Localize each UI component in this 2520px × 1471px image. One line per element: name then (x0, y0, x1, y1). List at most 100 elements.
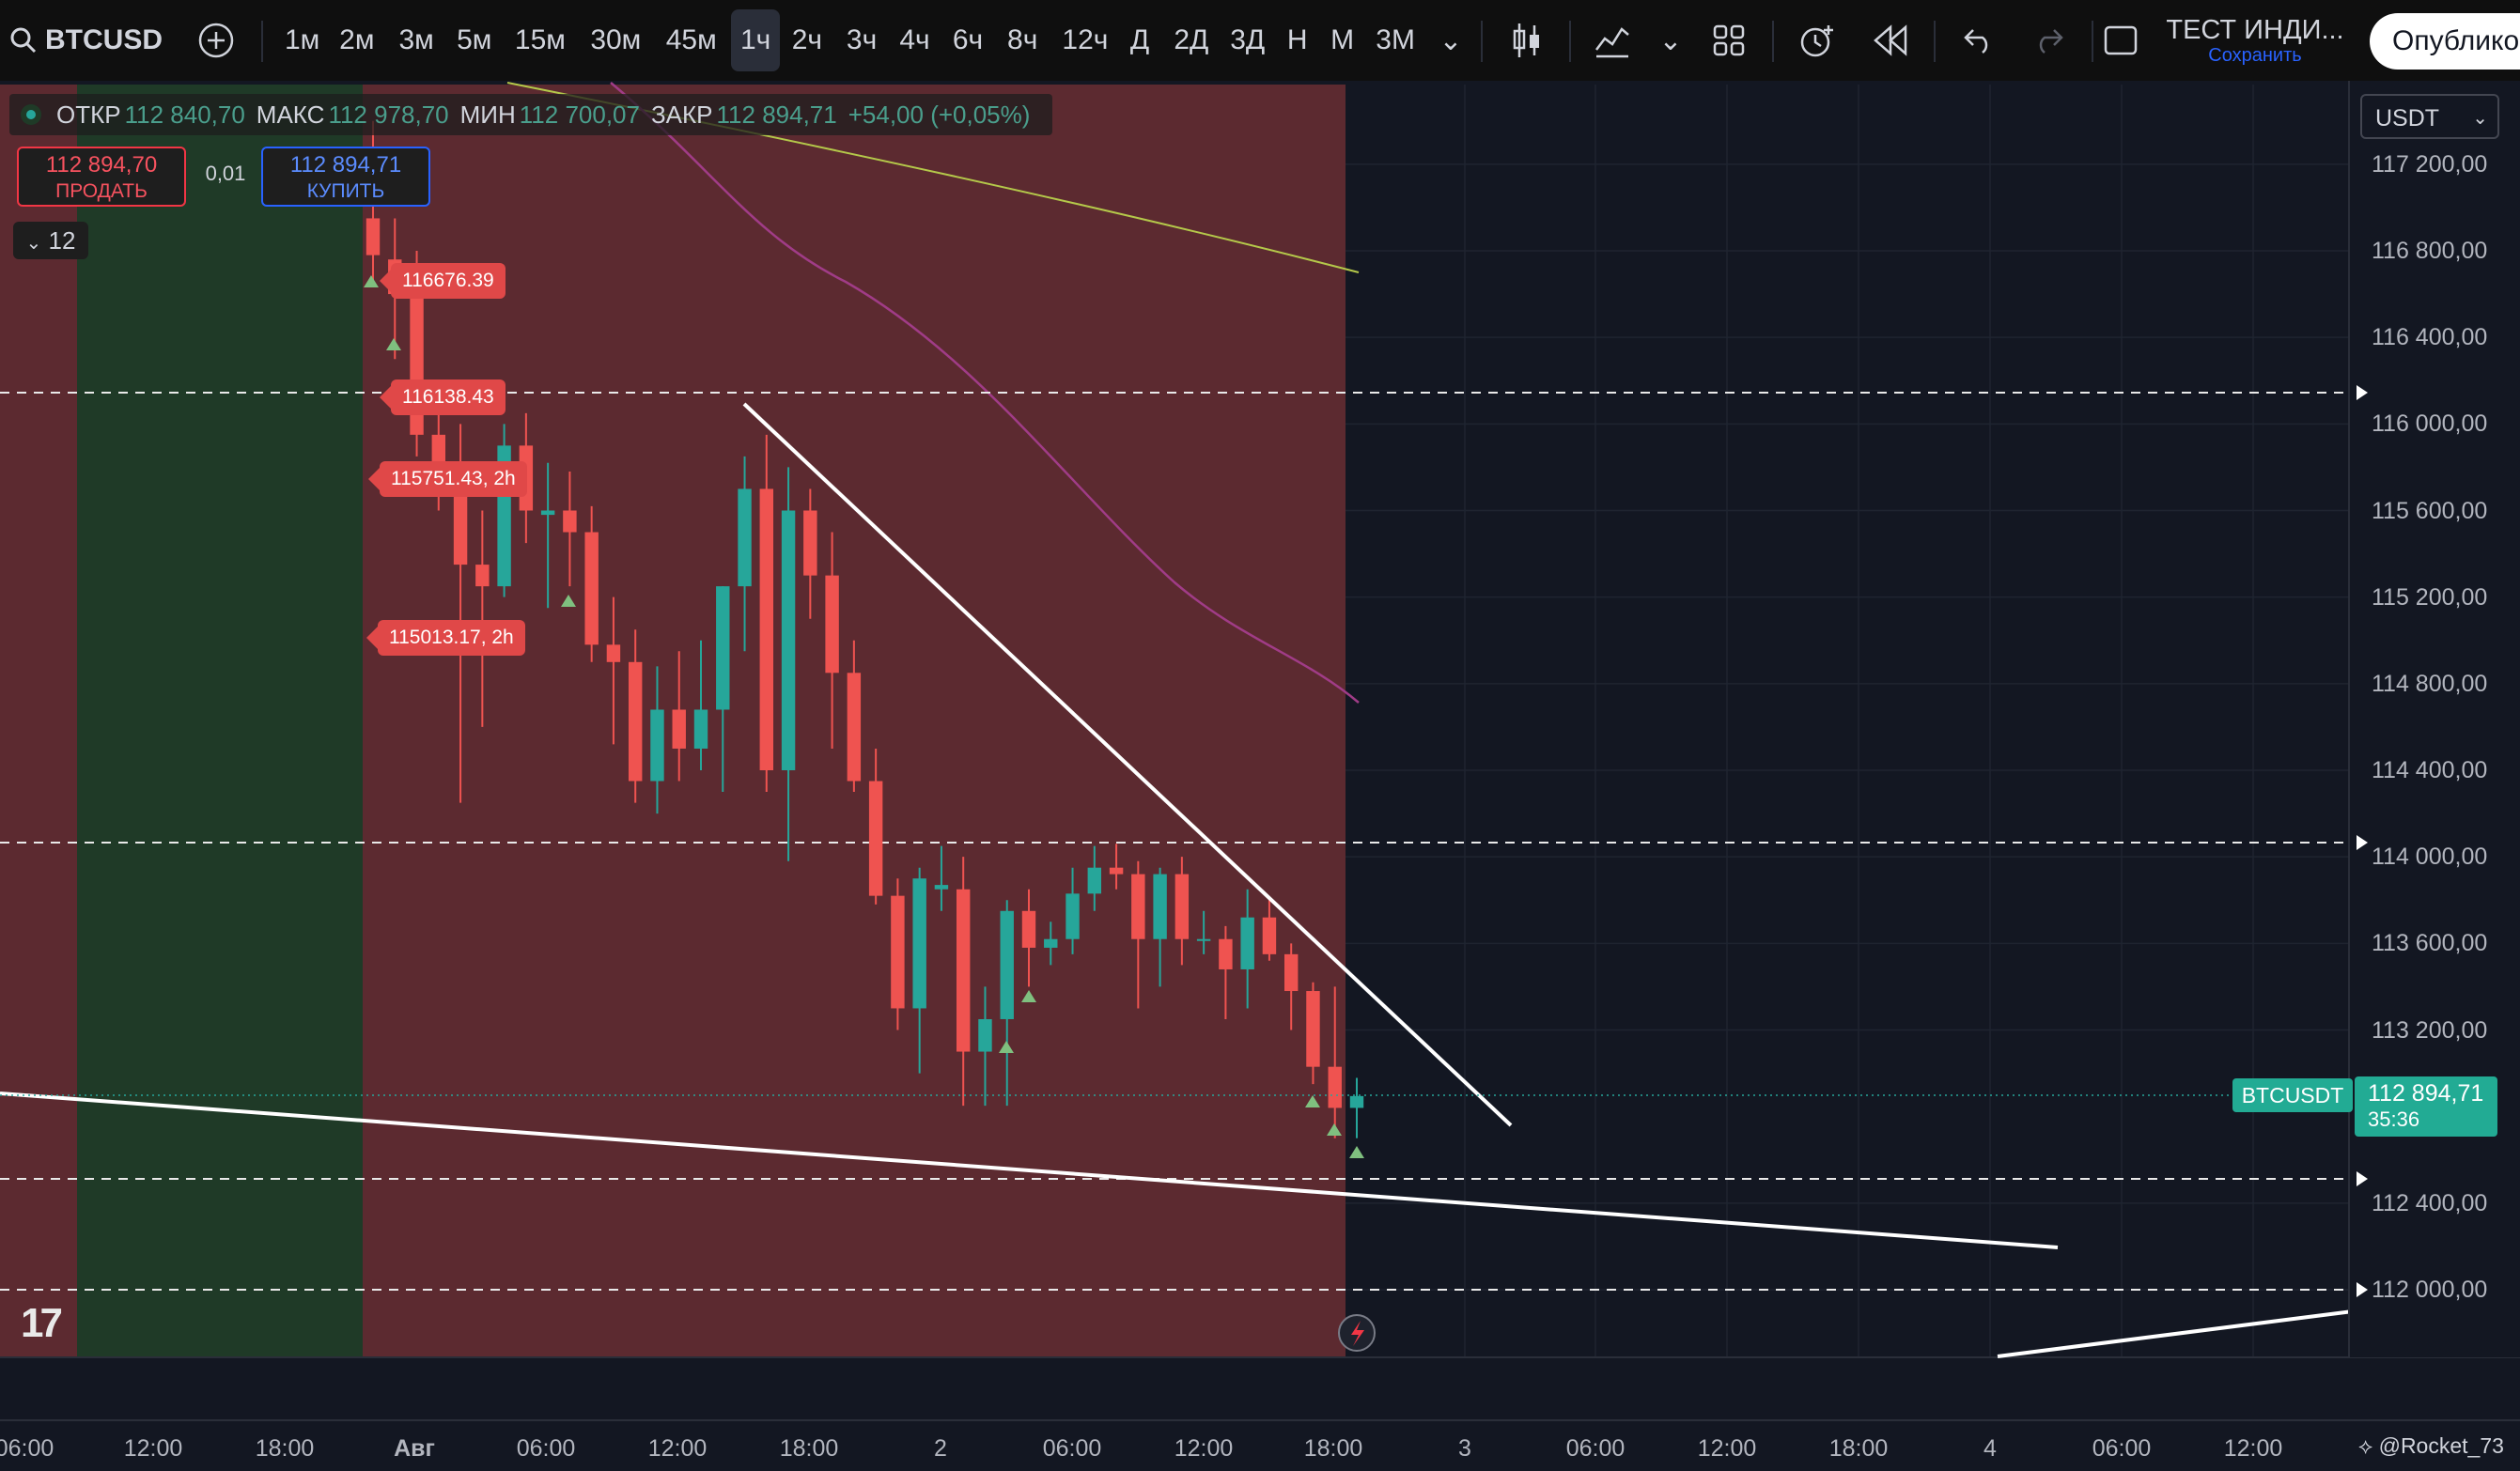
add-symbol-button[interactable] (190, 0, 242, 81)
undo-button[interactable] (1952, 0, 2005, 81)
price-scale[interactable] (2349, 81, 2520, 1357)
alert-button[interactable] (1791, 0, 1843, 81)
candle-27 (956, 857, 971, 1107)
interval-19[interactable]: 3М (1376, 24, 1415, 55)
status-dot-icon[interactable] (21, 104, 41, 125)
chart-canvas[interactable] (0, 81, 2520, 1471)
price-tag[interactable]: 115013.17, 2h (366, 620, 525, 656)
price-tick-label: 112 000,00 (2372, 1277, 2488, 1303)
indicators-collapse-button[interactable]: ⌄ 12 (13, 222, 88, 259)
trendline-support[interactable] (0, 1092, 2059, 1249)
candle-11 (606, 596, 621, 745)
layout-button[interactable] (1703, 0, 1755, 81)
lightning-icon[interactable] (1338, 1314, 1376, 1352)
time-tick-label: 18:00 (1828, 1435, 1889, 1462)
candle-31 (1044, 921, 1058, 966)
tradingview-logo[interactable]: 17 (21, 1300, 63, 1346)
time-tick-label: 12:00 (2223, 1435, 2283, 1462)
price-tag[interactable]: 115751.43, 2h (368, 461, 527, 497)
chevron-down-icon: ⌄ (2472, 108, 2488, 129)
symbol-name: BTCUSD (45, 24, 163, 55)
sell-button[interactable]: 112 894,70 ПРОДАТЬ (17, 147, 186, 207)
low-label: МИН (459, 100, 516, 129)
redo-icon (2039, 29, 2063, 54)
chevron-down-icon: ⌄ (25, 233, 42, 254)
close-label: ЗАКР (650, 100, 713, 129)
interval-dropdown-button[interactable]: ⌄ (1430, 0, 1471, 81)
grid-icon (1713, 24, 1745, 56)
chevron-down-icon: ⌄ (1439, 24, 1463, 56)
interval-4[interactable]: 15м (514, 24, 566, 55)
time-tick-label: 06:00 (516, 1435, 576, 1462)
price-tick-label: 113 200,00 (2372, 1016, 2488, 1044)
time-tick-label: 2 (934, 1435, 947, 1462)
interval-13[interactable]: 12ч (1062, 24, 1109, 55)
price-tick-label: 114 800,00 (2372, 670, 2488, 697)
chevron-down-icon: ⌄ (1658, 24, 1683, 56)
candle-14 (672, 651, 686, 782)
candles-icon (1513, 23, 1539, 57)
candle-32 (1066, 867, 1080, 954)
replay-button[interactable] (1864, 0, 1917, 81)
symbol-search[interactable]: BTCUSD (9, 0, 197, 81)
interval-9[interactable]: 3ч (846, 24, 878, 55)
time-tick-label: 12:00 (1697, 1435, 1757, 1462)
low-value: 112 700,07 (519, 100, 640, 129)
time-tick-label: 4 (1983, 1435, 1997, 1462)
interval-11[interactable]: 6ч (952, 24, 984, 55)
interval-12[interactable]: 8ч (1007, 24, 1038, 55)
trendline-down[interactable] (742, 402, 1513, 1127)
price-tick-label: 115 200,00 (2372, 583, 2488, 611)
candle-43 (1306, 982, 1320, 1085)
interval-17[interactable]: Н (1286, 24, 1308, 55)
interval-5[interactable]: 30м (590, 24, 642, 55)
indicators-button[interactable] (1588, 0, 1637, 81)
candle-40 (1240, 889, 1254, 1009)
candle-22 (847, 640, 862, 793)
open-label: ОТКР (56, 100, 121, 129)
last-price-tag: 112 894,71 35:36 (2355, 1076, 2497, 1137)
candle-18 (759, 434, 774, 793)
green-zone (77, 85, 363, 1357)
layout-name-button[interactable]: ТЕСТ ИНДИ... Сохранить (2161, 0, 2349, 81)
interval-8[interactable]: 2ч (791, 24, 823, 55)
rewind-icon (1874, 24, 1907, 56)
chart-type-button[interactable] (1503, 0, 1550, 81)
alarm-clock-icon (1800, 25, 1833, 57)
interval-0[interactable]: 1м (285, 24, 320, 55)
price-tick-label: 117 200,00 (2372, 150, 2488, 178)
countdown-timer: 35:36 (2368, 1107, 2420, 1131)
interval-2[interactable]: 3м (398, 24, 434, 55)
time-scale[interactable] (0, 1420, 2520, 1471)
interval-6[interactable]: 45м (665, 24, 717, 55)
candle-24 (891, 878, 905, 1030)
buy-price: 112 894,71 (289, 152, 402, 178)
fullscreen-button[interactable] (2099, 0, 2142, 81)
price-tag[interactable]: 116676.39 (380, 263, 506, 299)
price-tag[interactable]: 116138.43 (380, 379, 506, 415)
candle-34 (1109, 844, 1124, 890)
save-label: Сохранить (2208, 45, 2302, 66)
time-tick-label: 12:00 (1174, 1435, 1234, 1462)
interval-16[interactable]: 3Д (1230, 24, 1266, 55)
open-value: 112 840,70 (124, 100, 245, 129)
candle-13 (650, 666, 664, 814)
publish-button[interactable]: Опубликовать (2370, 13, 2520, 70)
interval-10[interactable]: 4ч (899, 24, 930, 55)
interval-7[interactable]: 1ч (731, 9, 781, 71)
interval-14[interactable]: Д (1129, 24, 1150, 55)
interval-1[interactable]: 2м (339, 24, 375, 55)
currency-select[interactable]: USDT ⌄ (2360, 94, 2499, 139)
candle-45 (1349, 1077, 1364, 1138)
redo-button[interactable] (2022, 0, 2075, 81)
buy-button[interactable]: 112 894,71 КУПИТЬ (261, 147, 430, 207)
candle-30 (1021, 889, 1036, 987)
indicators-dropdown-button[interactable]: ⌄ (1650, 0, 1691, 81)
quantity-value[interactable]: 0,01 (205, 162, 246, 185)
interval-15[interactable]: 2Д (1174, 24, 1209, 55)
price-tick-label: 116 400,00 (2372, 324, 2488, 351)
interval-18[interactable]: М (1330, 24, 1355, 55)
trendline-lower[interactable] (1997, 1309, 2354, 1358)
interval-3[interactable]: 5м (457, 24, 492, 55)
time-tick-label: Авг (394, 1435, 435, 1462)
